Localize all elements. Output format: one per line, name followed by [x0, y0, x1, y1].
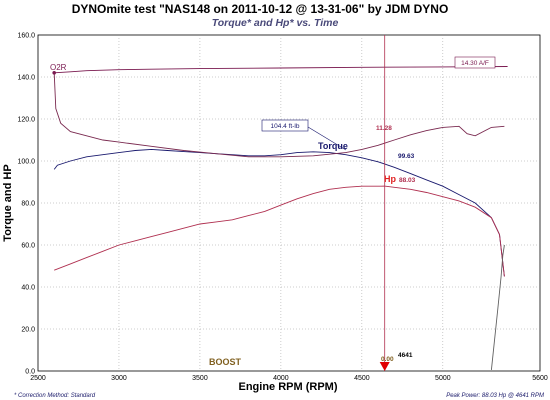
- x-tick-labels: 2500 3000 3500 4000 4500 5000 5600: [30, 375, 548, 382]
- hp-value-annotation: 88.03: [399, 177, 416, 184]
- af-annotation: 14.30 A/F: [461, 60, 489, 67]
- y-tick-label: 40.0: [21, 285, 35, 292]
- torque-label: Torque: [318, 141, 348, 151]
- footer-peak-power: Peak Power: 88.03 Hp @ 4641 RPM: [446, 393, 544, 399]
- x-tick-label: 3500: [192, 375, 208, 382]
- hp-line: [54, 185, 505, 277]
- y-tick-label: 60.0: [21, 243, 35, 250]
- y-tick-labels: 0.0 20.0 40.0 60.0 80.0 100.0 120.0 140.0 160.0: [17, 33, 35, 376]
- y-tick-label: 0.0: [25, 369, 35, 376]
- o2r-line: [54, 66, 508, 74]
- torque-annotation-leader: [307, 126, 347, 151]
- hp-label: Hp: [384, 174, 396, 184]
- chart-title: DYNOmite test "NAS148 on 2011-10-12 @ 13…: [72, 2, 449, 16]
- y-tick-label: 140.0: [17, 75, 35, 82]
- torque-annotation-box: [261, 119, 309, 132]
- x-tick-label: 4000: [273, 375, 289, 382]
- boost-label: BOOST: [209, 357, 242, 367]
- trace-4-line: [490, 244, 505, 370]
- o2r-label: O2R: [50, 63, 67, 72]
- x-tick-label: 5000: [435, 375, 451, 382]
- footer-correction-method: * Correction Method: Standard: [14, 393, 96, 399]
- x-tick-label: 5600: [532, 375, 548, 382]
- y-tick-label: 120.0: [17, 117, 35, 124]
- cursor-marker: [379, 362, 390, 371]
- torque-value-annotation: 99.63: [398, 153, 415, 160]
- o2r-start-marker: [52, 71, 56, 75]
- plot-area: [37, 34, 541, 372]
- boost-value-annotation: 0.00: [381, 356, 394, 363]
- x-tick-label: 2500: [30, 375, 46, 382]
- torque-line: [53, 148, 505, 277]
- x-axis-label: Engine RPM (RPM): [239, 381, 338, 393]
- x-tick-label: 4500: [354, 375, 370, 382]
- y-tick-label: 160.0: [17, 33, 35, 40]
- rpm-value-annotation: 4641: [398, 352, 413, 359]
- y-tick-label: 20.0: [21, 327, 35, 334]
- trace-3-line: [53, 72, 505, 158]
- y-tick-label: 100.0: [17, 159, 35, 166]
- series-lines: [52, 66, 508, 370]
- y-tick-label: 80.0: [21, 201, 35, 208]
- af-annotation-box: [454, 56, 496, 69]
- y-axis-label: Torque and HP: [2, 164, 14, 241]
- torque-annotation: 104.4 ft-lb: [271, 123, 300, 130]
- o2r-value-annotation: 11.28: [376, 125, 392, 132]
- x-tick-label: 3000: [111, 375, 127, 382]
- grid: [38, 35, 540, 371]
- chart-subtitle: Torque* and Hp* vs. Time: [212, 17, 339, 29]
